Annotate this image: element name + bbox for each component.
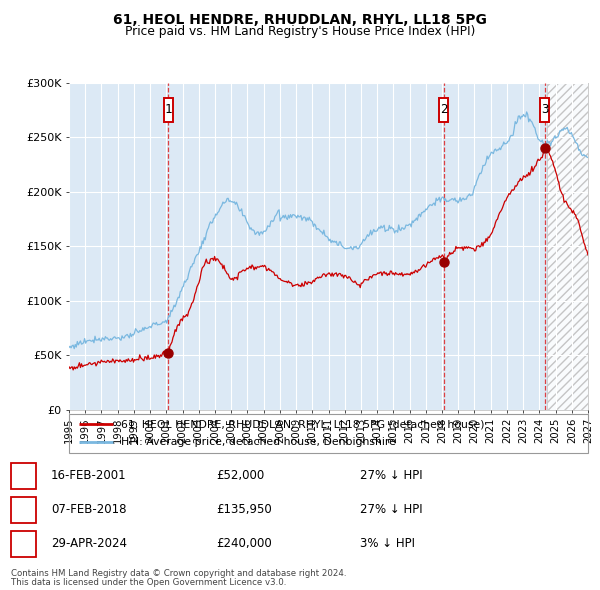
- Text: 3: 3: [20, 537, 27, 550]
- Text: 1: 1: [20, 469, 27, 482]
- Text: 61, HEOL HENDRE, RHUDDLAN, RHYL, LL18 5PG: 61, HEOL HENDRE, RHUDDLAN, RHYL, LL18 5P…: [113, 13, 487, 27]
- Text: 27% ↓ HPI: 27% ↓ HPI: [360, 469, 422, 482]
- Text: £135,950: £135,950: [216, 503, 272, 516]
- FancyBboxPatch shape: [164, 98, 173, 122]
- Text: 61, HEOL HENDRE, RHUDDLAN, RHYL, LL18 5PG (detached house): 61, HEOL HENDRE, RHUDDLAN, RHYL, LL18 5P…: [121, 419, 484, 430]
- Text: 3: 3: [541, 103, 548, 116]
- Text: Price paid vs. HM Land Registry's House Price Index (HPI): Price paid vs. HM Land Registry's House …: [125, 25, 475, 38]
- Text: 07-FEB-2018: 07-FEB-2018: [51, 503, 127, 516]
- Text: 27% ↓ HPI: 27% ↓ HPI: [360, 503, 422, 516]
- Text: 2: 2: [440, 103, 448, 116]
- Text: 3% ↓ HPI: 3% ↓ HPI: [360, 537, 415, 550]
- Text: 16-FEB-2001: 16-FEB-2001: [51, 469, 127, 482]
- Text: HPI: Average price, detached house, Denbighshire: HPI: Average price, detached house, Denb…: [121, 437, 396, 447]
- FancyBboxPatch shape: [540, 98, 549, 122]
- Text: This data is licensed under the Open Government Licence v3.0.: This data is licensed under the Open Gov…: [11, 578, 286, 587]
- Text: 1: 1: [164, 103, 172, 116]
- Text: 29-APR-2024: 29-APR-2024: [51, 537, 127, 550]
- Text: 2: 2: [20, 503, 27, 516]
- FancyBboxPatch shape: [439, 98, 448, 122]
- Text: Contains HM Land Registry data © Crown copyright and database right 2024.: Contains HM Land Registry data © Crown c…: [11, 569, 346, 578]
- Text: £52,000: £52,000: [216, 469, 264, 482]
- Text: £240,000: £240,000: [216, 537, 272, 550]
